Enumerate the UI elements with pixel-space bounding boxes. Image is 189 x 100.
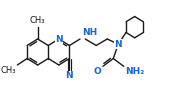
Text: N: N [66, 71, 73, 80]
Text: NH: NH [82, 28, 97, 37]
Text: O: O [93, 67, 101, 76]
Text: CH₃: CH₃ [30, 16, 45, 25]
Text: N: N [114, 40, 122, 49]
Text: N: N [55, 34, 63, 44]
Text: CH₃: CH₃ [1, 66, 16, 75]
Text: NH₂: NH₂ [125, 67, 144, 76]
